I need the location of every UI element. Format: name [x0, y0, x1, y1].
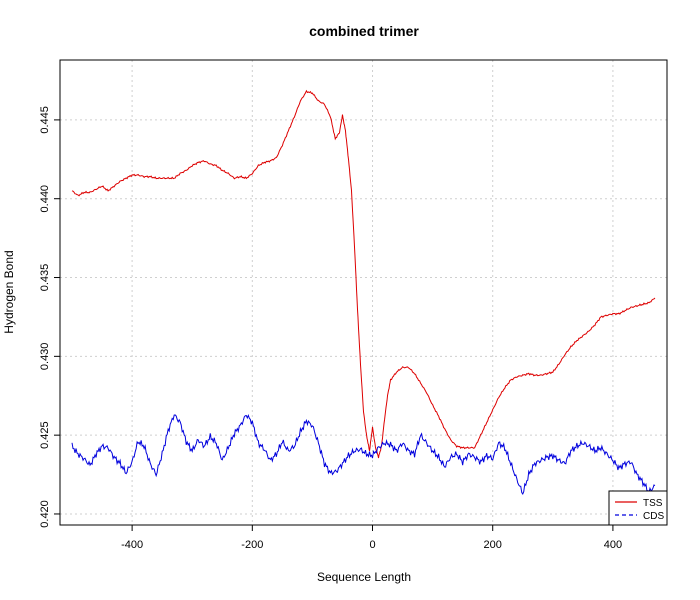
x-axis-label: Sequence Length — [317, 570, 411, 584]
y-tick-label: 0.430 — [39, 343, 51, 371]
legend-label-cds: CDS — [643, 511, 664, 522]
x-tick-label: 400 — [604, 539, 622, 551]
series-line-cds — [71, 413, 656, 496]
x-tick-label: -400 — [121, 539, 143, 551]
x-tick-label: -200 — [241, 539, 263, 551]
x-tick-label: 0 — [369, 539, 375, 551]
legend-label-tss: TSS — [643, 498, 663, 509]
y-tick-label: 0.435 — [39, 264, 51, 292]
y-tick-label: 0.420 — [39, 500, 51, 528]
chart-title: combined trimer — [309, 23, 419, 39]
series-layer — [71, 89, 656, 496]
grid — [60, 60, 667, 525]
y-tick-label: 0.445 — [39, 106, 51, 134]
y-axis: 0.420 0.425 0.430 0.435 0.440 0.445 — [39, 106, 61, 528]
y-tick-label: 0.440 — [39, 185, 51, 213]
legend-box — [608, 490, 668, 526]
x-axis: -400 -200 0 200 400 — [121, 524, 622, 551]
x-tick-label: 200 — [484, 539, 502, 551]
series-line-tss — [71, 89, 656, 459]
legend: TSS CDS — [608, 490, 668, 526]
y-tick-label: 0.425 — [39, 421, 51, 449]
y-axis-label: Hydrogen Bond — [2, 250, 16, 333]
